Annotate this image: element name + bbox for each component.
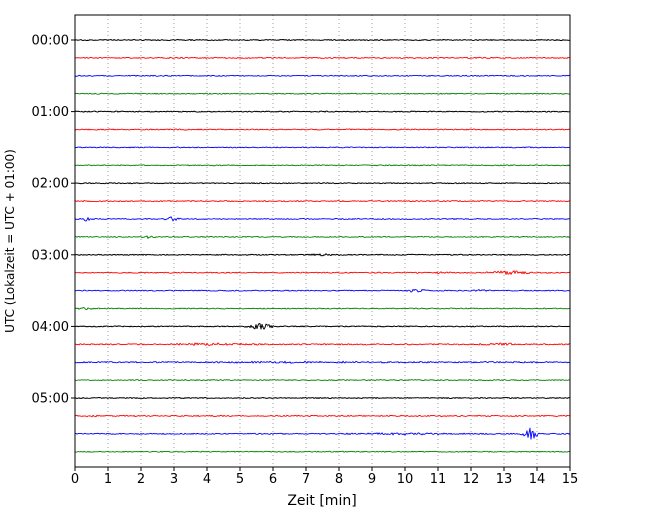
y-tick-label: 01:00 xyxy=(32,105,69,120)
ticks-layer xyxy=(71,39,571,471)
seismo-trace-04-15 xyxy=(74,342,571,346)
y-tick-label: 02:00 xyxy=(32,177,69,192)
seismo-trace-01-30 xyxy=(74,146,571,149)
x-axis-label: Zeit [min] xyxy=(287,493,356,509)
traces-layer xyxy=(74,39,571,453)
x-tick-label: 2 xyxy=(137,472,145,487)
y-tick-labels: 00:00 01:00 02:00 03:00 04:00 05:00 xyxy=(32,34,69,407)
x-tick-label: 11 xyxy=(430,472,447,487)
seismo-trace-02-15 xyxy=(74,200,571,203)
seismo-trace-00-45 xyxy=(74,92,571,95)
y-tick-label: 00:00 xyxy=(32,34,69,49)
seismo-trace-04-45 xyxy=(74,379,571,382)
y-tick-label: 05:00 xyxy=(32,392,69,407)
y-tick-label: 03:00 xyxy=(32,248,69,263)
x-tick-label: 7 xyxy=(302,472,310,487)
x-tick-label: 13 xyxy=(496,472,513,487)
x-tick-label: 6 xyxy=(269,472,277,487)
grid-layer xyxy=(75,15,570,467)
x-tick-label: 14 xyxy=(529,472,546,487)
x-tick-labels: 0 1 2 3 4 5 6 7 8 9 10 11 12 13 14 15 xyxy=(71,472,578,487)
x-tick-label: 0 xyxy=(71,472,79,487)
x-tick-label: 12 xyxy=(463,472,480,487)
x-tick-label: 1 xyxy=(104,472,112,487)
seismo-trace-05-15 xyxy=(74,414,571,418)
x-tick-label: 8 xyxy=(335,472,343,487)
seismo-trace-04-00 xyxy=(74,323,571,330)
seismo-trace-03-00 xyxy=(74,253,571,257)
seismo-trace-02-45 xyxy=(74,235,571,239)
seismo-trace-01-15 xyxy=(74,128,571,131)
x-tick-label: 9 xyxy=(368,472,376,487)
x-tick-label: 5 xyxy=(236,472,244,487)
seismo-trace-00-00 xyxy=(74,39,571,41)
seismo-trace-00-15 xyxy=(74,56,571,59)
x-tick-label: 15 xyxy=(562,472,579,487)
plot-spine xyxy=(74,14,571,468)
seismo-trace-05-30 xyxy=(74,427,571,440)
seismo-trace-01-00 xyxy=(74,110,571,113)
seismo-trace-00-30 xyxy=(74,74,571,77)
seismo-trace-03-30 xyxy=(74,289,571,293)
x-tick-label: 3 xyxy=(170,472,178,487)
seismo-trace-03-45 xyxy=(74,307,571,311)
y-axis-label: UTC (Lokalzeit = UTC + 01:00) xyxy=(3,149,17,333)
y-tick-label: 04:00 xyxy=(32,320,69,335)
x-tick-label: 10 xyxy=(397,472,414,487)
seismo-trace-01-45 xyxy=(74,164,571,167)
seismo-trace-03-15 xyxy=(74,270,571,275)
seismo-trace-02-00 xyxy=(74,182,571,185)
seismo-trace-05-00 xyxy=(74,397,571,399)
seismo-trace-02-30 xyxy=(74,216,571,222)
seismo-trace-05-45 xyxy=(74,450,571,453)
seismo-trace-04-30 xyxy=(74,360,571,364)
x-tick-label: 4 xyxy=(203,472,211,487)
